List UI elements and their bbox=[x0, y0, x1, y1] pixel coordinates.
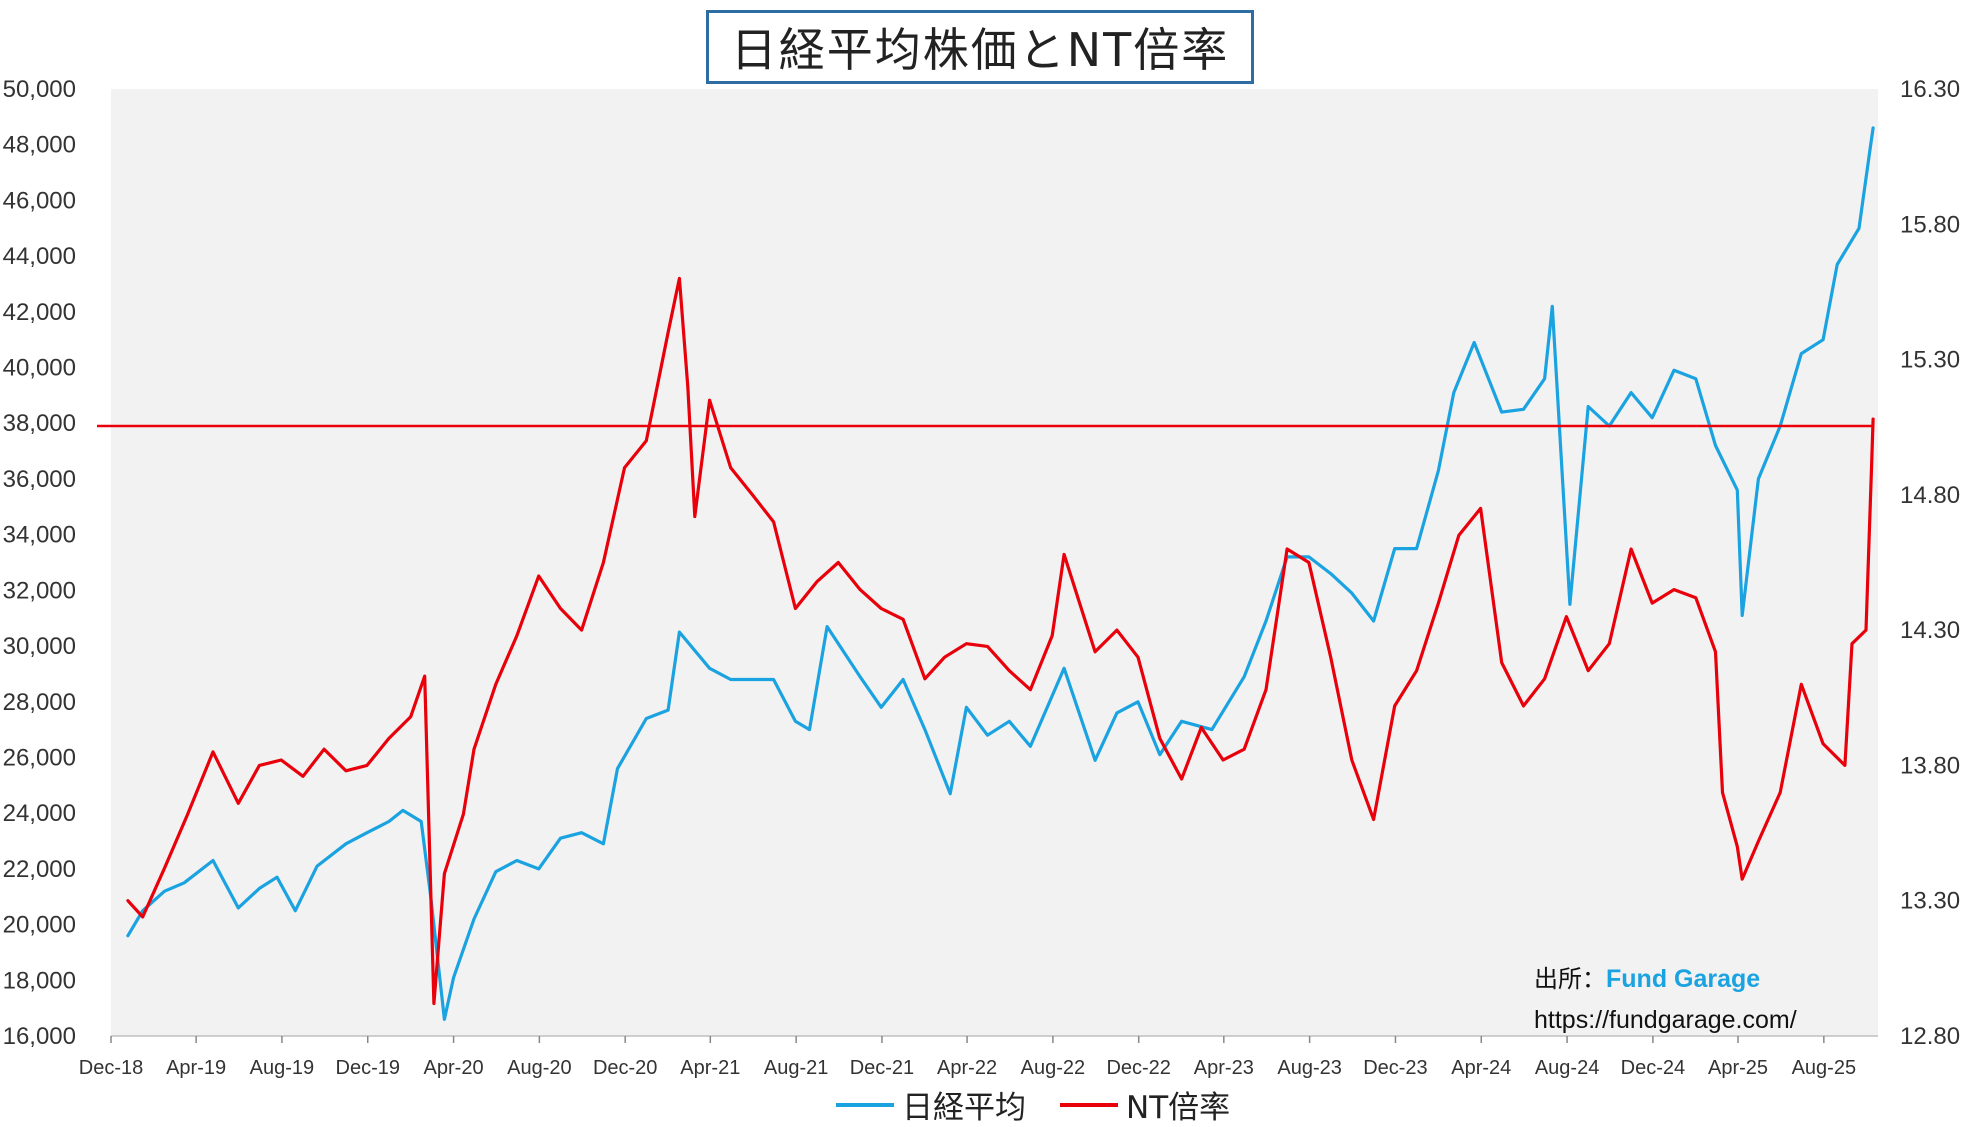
right-tick-label: 15.30 bbox=[1900, 347, 1960, 374]
source-name: Fund Garage bbox=[1606, 965, 1761, 993]
left-tick-label: 34,000 bbox=[3, 522, 76, 549]
chart-title-box: 日経平均株価とNT倍率 bbox=[706, 10, 1254, 84]
reference-layer bbox=[97, 419, 1875, 428]
series-line-nt-ratio bbox=[126, 276, 1875, 1006]
left-tick-label: 44,000 bbox=[3, 243, 76, 270]
x-tick-label: Dec-24 bbox=[1621, 1057, 1685, 1079]
left-tick-label: 20,000 bbox=[3, 912, 76, 939]
legend-swatch-nt-ratio bbox=[1060, 1102, 1118, 1107]
left-tick-label: 30,000 bbox=[3, 633, 76, 660]
source-credit: 出所：Fund Garage https://fundgarage.com/ bbox=[1534, 960, 1797, 1039]
series-layer bbox=[126, 126, 1875, 1021]
left-tick-label: 16,000 bbox=[3, 1023, 76, 1050]
legend: 日経平均 NT倍率 bbox=[836, 1082, 1264, 1127]
x-tick-label: Aug-23 bbox=[1277, 1057, 1342, 1079]
source-url: https://fundgarage.com/ bbox=[1534, 1006, 1797, 1034]
right-tick-label: 14.30 bbox=[1900, 617, 1960, 644]
x-tick-label: Apr-21 bbox=[680, 1057, 740, 1079]
plot-area bbox=[111, 89, 1878, 1036]
x-tick-label: Dec-19 bbox=[336, 1057, 400, 1079]
left-tick-label: 42,000 bbox=[3, 299, 76, 326]
right-tick-label: 13.80 bbox=[1900, 752, 1960, 779]
left-tick-label: 50,000 bbox=[3, 76, 76, 103]
chart-title: 日経平均株価とNT倍率 bbox=[730, 23, 1230, 77]
right-tick-label: 12.80 bbox=[1900, 1023, 1960, 1050]
left-tick-label: 46,000 bbox=[3, 187, 76, 214]
source-line: 出所：Fund Garage bbox=[1534, 960, 1797, 1001]
x-tick-label: Apr-25 bbox=[1708, 1057, 1768, 1079]
left-tick-label: 26,000 bbox=[3, 744, 76, 771]
legend-item-nikkei: 日経平均 bbox=[836, 1082, 1026, 1127]
x-tick-label: Apr-22 bbox=[937, 1057, 997, 1079]
x-tick-label: Dec-22 bbox=[1106, 1057, 1170, 1079]
left-tick-label: 36,000 bbox=[3, 466, 76, 493]
x-tick-label: Aug-24 bbox=[1535, 1057, 1600, 1079]
x-tick-label: Apr-19 bbox=[166, 1057, 226, 1079]
legend-label-nt-ratio: NT倍率 bbox=[1126, 1090, 1231, 1126]
x-tick-label: Dec-18 bbox=[79, 1057, 143, 1079]
x-tick-label: Aug-21 bbox=[764, 1057, 829, 1079]
x-axis: Dec-18 Apr-19 Aug-19 Dec-19 Apr-20 Aug-20 Dec-… bbox=[79, 1035, 1878, 1079]
source-label: 出所： bbox=[1534, 965, 1606, 993]
x-tick-label: Aug-19 bbox=[250, 1057, 315, 1079]
left-tick-label: 40,000 bbox=[3, 355, 76, 382]
x-tick-label: Apr-24 bbox=[1451, 1057, 1511, 1079]
right-tick-label: 14.80 bbox=[1900, 482, 1960, 509]
left-tick-label: 32,000 bbox=[3, 577, 76, 604]
left-tick-label: 48,000 bbox=[3, 132, 76, 159]
x-tick-label: Dec-23 bbox=[1363, 1057, 1427, 1079]
legend-item-nt-ratio: NT倍率 bbox=[1060, 1082, 1230, 1127]
x-tick-label: Dec-21 bbox=[850, 1057, 914, 1079]
series-line-nikkei bbox=[126, 126, 1875, 1021]
x-tick-label: Apr-20 bbox=[424, 1057, 484, 1079]
x-tick-label: Aug-25 bbox=[1792, 1057, 1857, 1079]
left-tick-label: 18,000 bbox=[3, 967, 76, 994]
left-tick-label: 38,000 bbox=[3, 410, 76, 437]
left-tick-label: 28,000 bbox=[3, 689, 76, 716]
x-tick-label: Aug-20 bbox=[507, 1057, 572, 1079]
right-tick-label: 15.80 bbox=[1900, 211, 1960, 238]
reference-line bbox=[97, 419, 1875, 428]
x-tick-label: Dec-20 bbox=[593, 1057, 657, 1079]
legend-label-nikkei: 日経平均 bbox=[902, 1090, 1026, 1126]
x-tick-label: Aug-22 bbox=[1021, 1057, 1086, 1079]
right-axis: 12.80 13.30 13.80 14.30 14.80 15.30 15.80 16.30 bbox=[1900, 76, 1960, 1050]
left-axis: 16,000 18,000 20,000 22,000 24,000 26,000 28,0… bbox=[3, 76, 76, 1050]
right-tick-label: 16.30 bbox=[1900, 76, 1960, 103]
left-tick-label: 22,000 bbox=[3, 856, 76, 883]
x-tick-label: Apr-23 bbox=[1194, 1057, 1254, 1079]
legend-swatch-nikkei bbox=[836, 1102, 894, 1107]
right-tick-label: 13.30 bbox=[1900, 888, 1960, 915]
left-tick-label: 24,000 bbox=[3, 800, 76, 827]
